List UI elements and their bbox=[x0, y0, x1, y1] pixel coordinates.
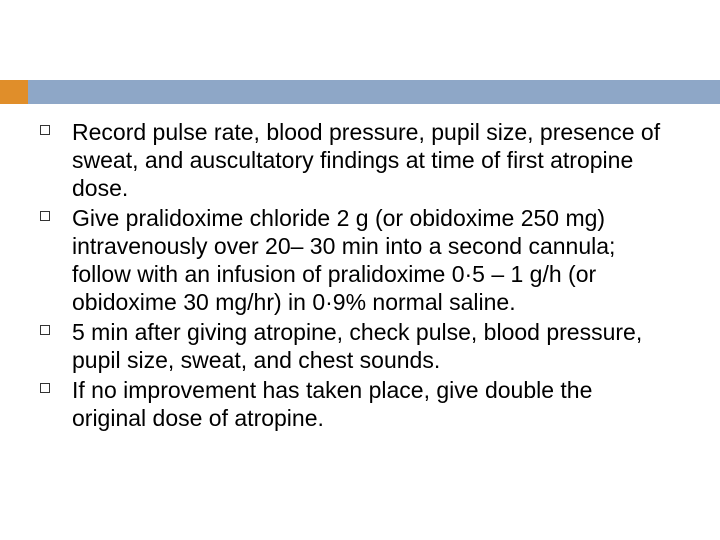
list-item: Give pralidoxime chloride 2 g (or obidox… bbox=[32, 204, 672, 316]
content-area: Record pulse rate, blood pressure, pupil… bbox=[32, 118, 672, 435]
accent-tab bbox=[0, 80, 28, 104]
header-band bbox=[0, 80, 720, 104]
slide: Record pulse rate, blood pressure, pupil… bbox=[0, 0, 720, 540]
list-item: If no improvement has taken place, give … bbox=[32, 376, 672, 432]
band-line bbox=[28, 80, 720, 104]
bullet-text: If no improvement has taken place, give … bbox=[72, 377, 592, 431]
bullet-text: Record pulse rate, blood pressure, pupil… bbox=[72, 119, 660, 201]
list-item: 5 min after giving atropine, check pulse… bbox=[32, 318, 672, 374]
bullet-square-icon bbox=[40, 125, 50, 135]
bullet-text: 5 min after giving atropine, check pulse… bbox=[72, 319, 642, 373]
bullet-square-icon bbox=[40, 325, 50, 335]
list-item: Record pulse rate, blood pressure, pupil… bbox=[32, 118, 672, 202]
bullet-square-icon bbox=[40, 211, 50, 221]
bullet-square-icon bbox=[40, 383, 50, 393]
bullet-text: Give pralidoxime chloride 2 g (or obidox… bbox=[72, 205, 615, 315]
bullet-list: Record pulse rate, blood pressure, pupil… bbox=[32, 118, 672, 433]
